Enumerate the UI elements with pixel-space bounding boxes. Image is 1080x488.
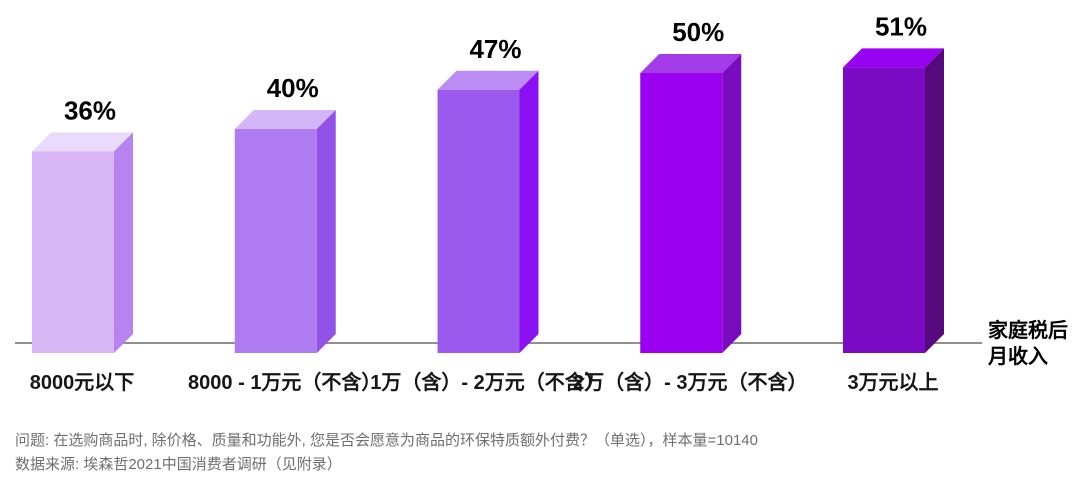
bars-group (32, 48, 944, 354)
bar-front-face (32, 151, 114, 353)
bar (843, 48, 944, 354)
source-note: 数据来源: 埃森哲2021中国消费者调研（见附录） (15, 456, 342, 473)
bar-top-face (234, 110, 336, 129)
bar-value-label: 40% (267, 73, 319, 103)
x-axis-title-line2: 月收入 (988, 346, 1048, 368)
x-axis-title: 家庭税后 月收入 (988, 318, 1068, 370)
labels-group: 36% 8000元以下 40% 8000 - 1万元（不含） 47% 1万（含）- 2万元… (30, 11, 939, 394)
bar-top-face (32, 132, 133, 152)
bar-side-face (114, 132, 133, 353)
category-label: 8000元以下 (30, 371, 135, 394)
bar-front-face (234, 129, 317, 353)
bar-top-face (437, 70, 539, 90)
category-label: 2万（含）- 3万元（不含） (573, 370, 807, 394)
x-axis-title-line1: 家庭税后 (988, 320, 1068, 342)
bar-side-face (925, 48, 944, 354)
category-label: 3万元以上 (847, 371, 938, 394)
bar-top-face (843, 48, 944, 68)
question-note: 问题: 在选购商品时, 除价格、质量和功能外, 您是否会愿意为商品的环保特质额外… (15, 432, 758, 449)
bar (234, 110, 336, 353)
bar-top-face (640, 54, 742, 73)
bar (640, 54, 742, 353)
bar-value-label: 50% (672, 17, 724, 47)
bar-side-face (316, 110, 336, 353)
bar (437, 70, 539, 354)
bar-front-face (843, 67, 925, 354)
bar-value-label: 51% (875, 11, 927, 41)
bar-front-face (640, 73, 723, 353)
bar-value-label: 36% (64, 95, 116, 125)
category-label: 1万（含）- 2万元（不含） (370, 370, 604, 394)
bar (32, 132, 133, 353)
bar-value-label: 47% (469, 34, 521, 64)
bar-side-face (519, 70, 539, 354)
category-label: 8000 - 1万元（不含） (188, 370, 381, 394)
bar-side-face (722, 54, 742, 353)
bar-front-face (437, 89, 520, 354)
